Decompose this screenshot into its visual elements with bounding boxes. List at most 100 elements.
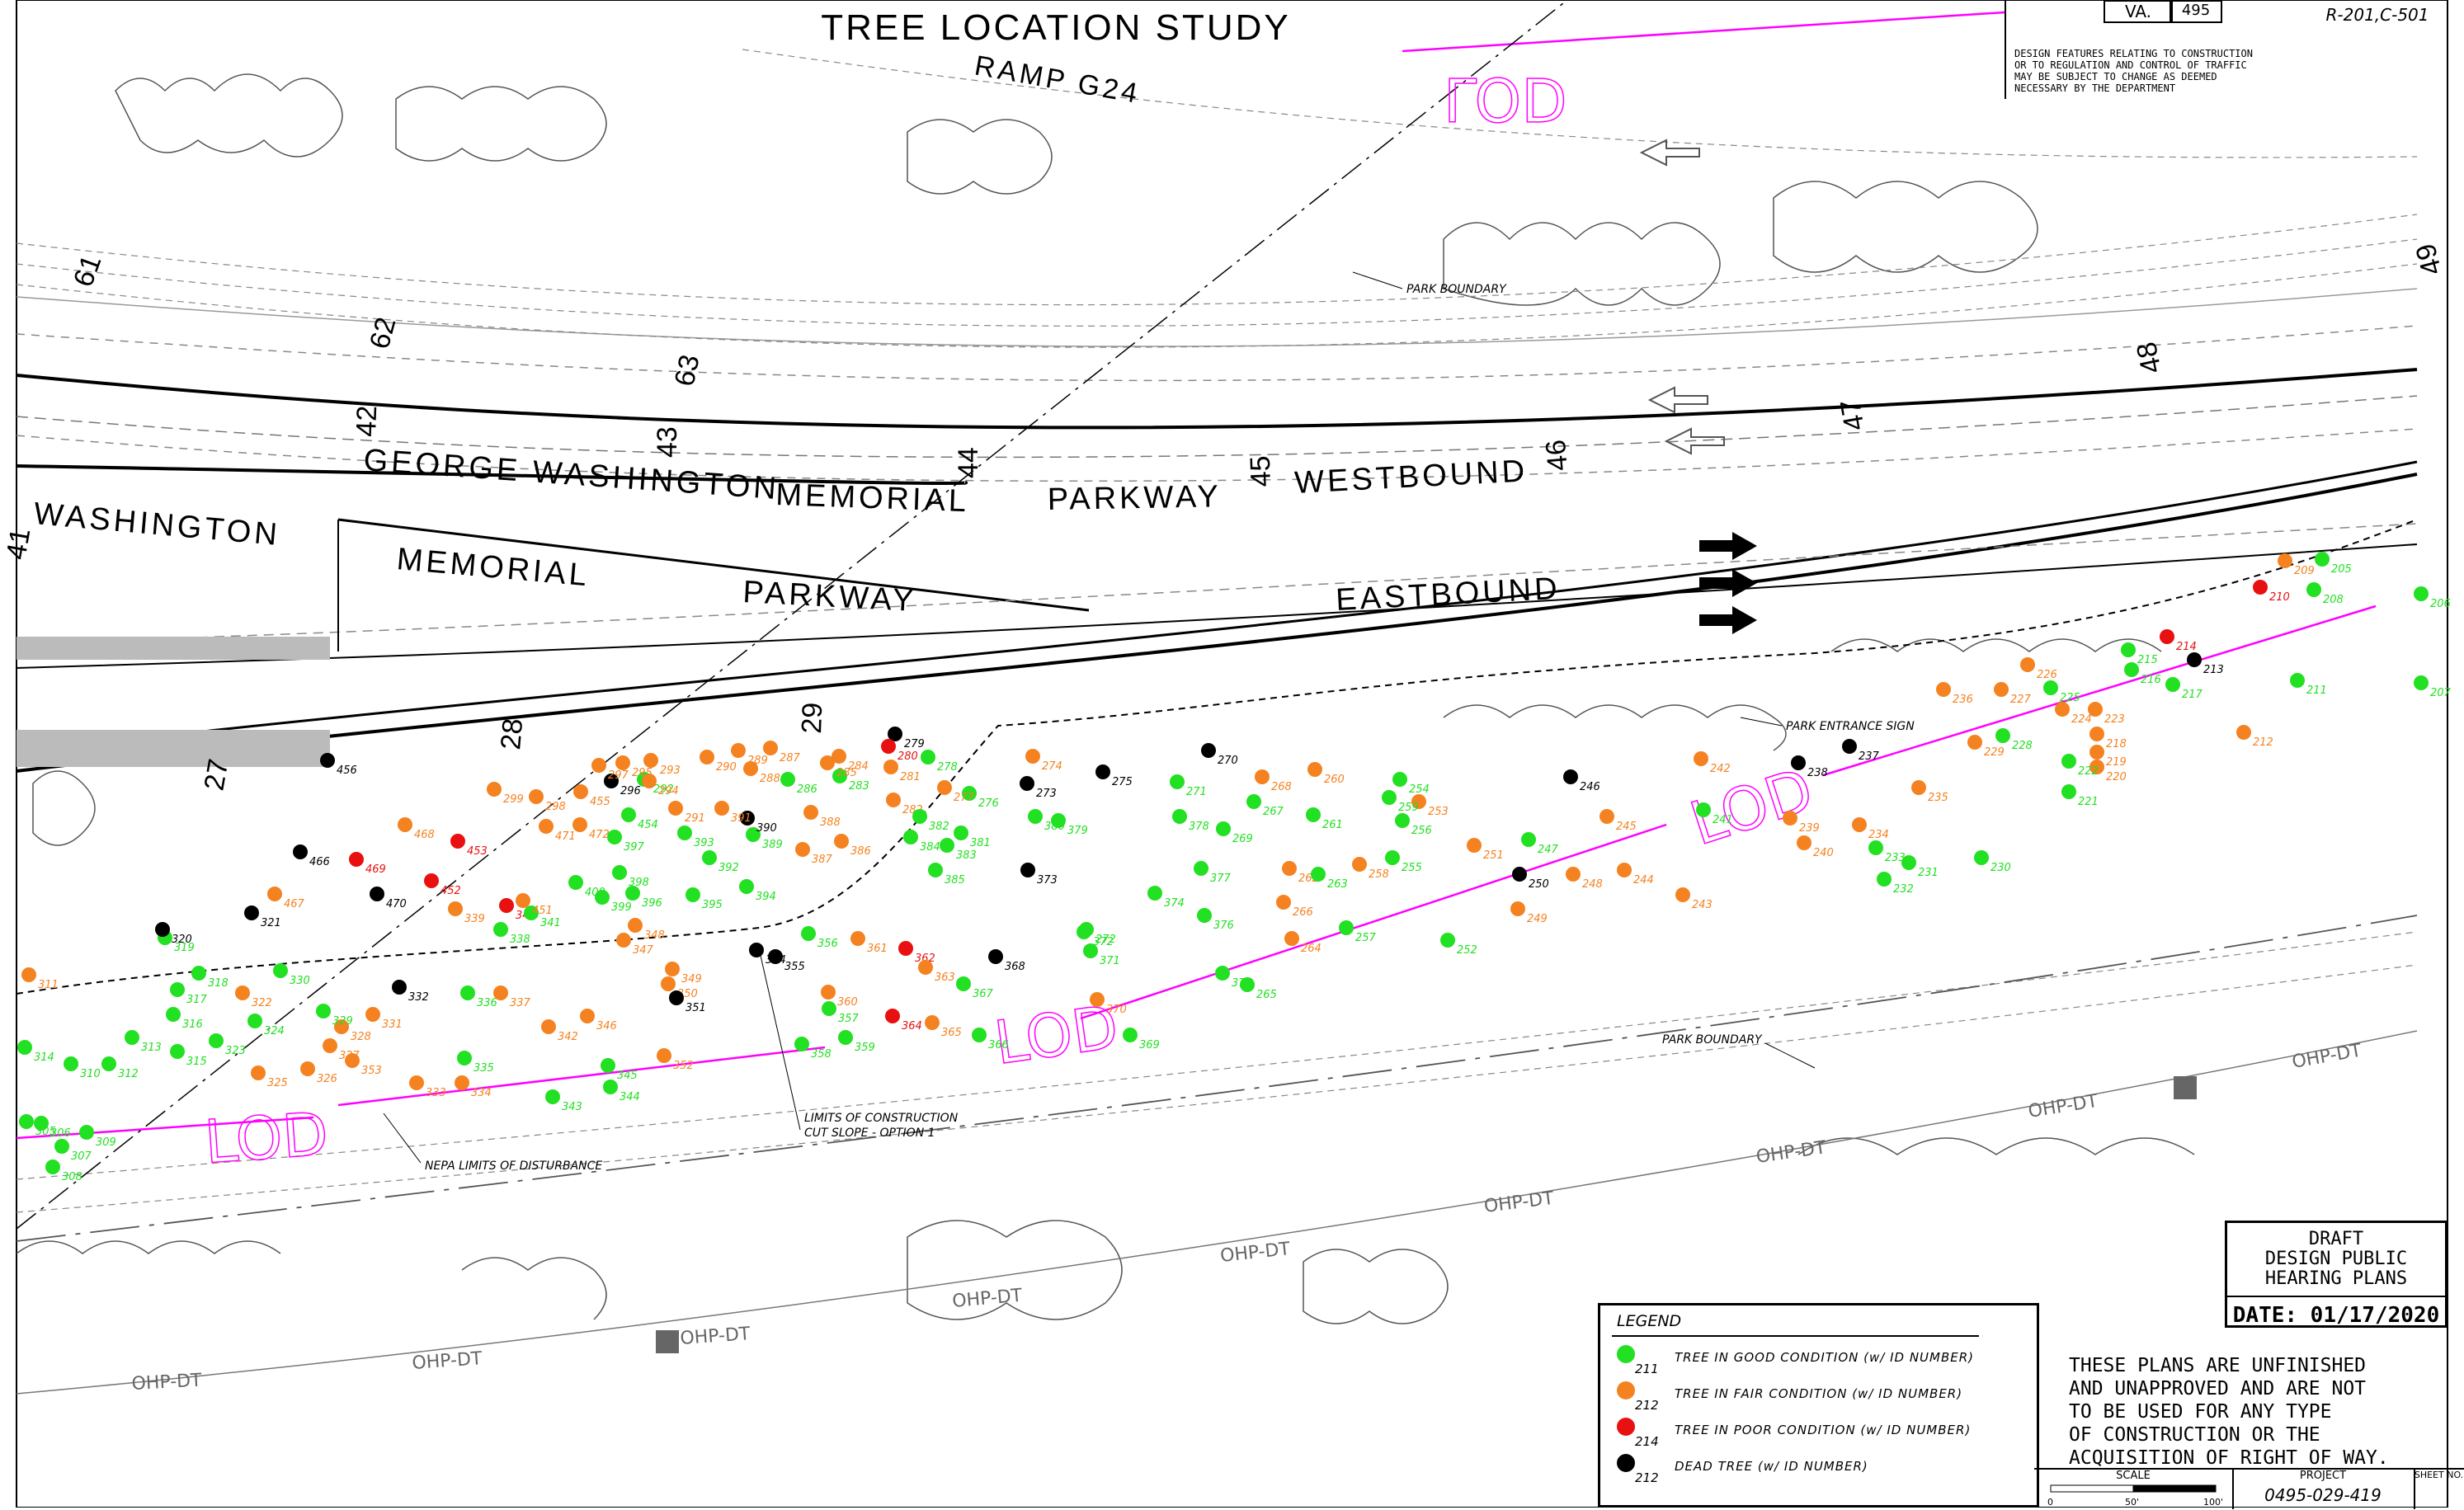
tree-marker-332: 332 — [392, 980, 429, 1004]
fair-tree-icon — [1307, 762, 1322, 777]
tree-marker-347: 347 — [616, 933, 654, 957]
fair-tree-icon — [1352, 857, 1367, 872]
tree-id-label: 274 — [1042, 760, 1062, 773]
good-tree-icon — [2315, 552, 2330, 567]
station-45: 45 — [1245, 455, 1277, 487]
tree-marker-359: 359 — [838, 1030, 875, 1054]
good-tree-icon — [2414, 675, 2429, 690]
fair-tree-icon — [2088, 702, 2103, 717]
fair-tree-icon — [643, 753, 658, 768]
tree-id-label: 391 — [731, 812, 751, 825]
tree-marker-265: 265 — [1240, 977, 1277, 1001]
good-tree-icon — [954, 826, 968, 840]
good-tree-icon — [912, 809, 927, 824]
fair-tree-icon — [1994, 682, 2009, 697]
tree-marker-294: 294 — [642, 774, 679, 797]
tree-id-label: 315 — [186, 1056, 207, 1068]
fair-tree-icon — [743, 761, 758, 776]
tree-id-label: 232 — [1893, 883, 1914, 896]
station-42: 42 — [351, 405, 383, 437]
tree-id-label: 224 — [2071, 713, 2092, 726]
tree-id-label: 322 — [252, 997, 272, 1009]
tree-marker-365: 365 — [925, 1015, 962, 1039]
tree-id-label: 286 — [797, 783, 817, 796]
good-tree-icon — [702, 850, 717, 865]
poor-tree-icon — [2253, 580, 2268, 595]
tree-marker-323: 323 — [209, 1033, 246, 1057]
tree-marker-389: 389 — [746, 827, 783, 851]
good-tree-icon — [191, 966, 206, 981]
tree-id-label: 343 — [562, 1101, 582, 1113]
fair-tree-icon — [1694, 751, 1708, 766]
tree-id-label: 236 — [1953, 694, 1973, 706]
tree-id-label: 335 — [473, 1062, 494, 1075]
legend-label: DEAD TREE (w/ ID NUMBER) — [1675, 1459, 1868, 1474]
good-tree-icon — [607, 830, 622, 844]
tree-id-label: 466 — [309, 856, 330, 868]
tree-id-label: 471 — [555, 830, 576, 843]
tree-id-label: 326 — [317, 1073, 337, 1085]
tree-marker-397: 397 — [607, 830, 645, 854]
tree-id-label: 338 — [510, 934, 530, 946]
good-tree-icon — [921, 750, 935, 764]
tree-id-label: 397 — [624, 841, 645, 854]
tree-marker-352: 352 — [657, 1048, 694, 1072]
good-tree-icon — [170, 982, 185, 997]
sheet-number-box: SHEET NO. — [2414, 1470, 2464, 1480]
fair-tree-icon — [2089, 727, 2104, 741]
tree-id-label: 270 — [1218, 755, 1238, 767]
good-tree-icon — [612, 865, 627, 880]
tree-id-label: 467 — [284, 898, 305, 910]
tree-id-label: 246 — [1580, 781, 1600, 793]
fair-tree-icon — [573, 784, 588, 799]
limits-of-construction-line — [16, 519, 2418, 995]
tree-id-label: 372 — [1093, 936, 1114, 948]
tree-marker-261: 261 — [1306, 807, 1343, 831]
fair-tree-icon — [398, 817, 412, 832]
tree-marker-378: 378 — [1172, 809, 1209, 833]
station-41: 41 — [0, 526, 36, 562]
good-tree-icon — [170, 1044, 185, 1059]
tree-id-label: 294 — [658, 785, 679, 797]
tree-marker-384: 384 — [903, 830, 940, 854]
tree-id-label: 212 — [2253, 736, 2273, 749]
tree-id-label: 239 — [1799, 822, 1820, 835]
tree-marker-322: 322 — [235, 985, 272, 1009]
draft-line-2: DESIGN PUBLIC — [2264, 1249, 2408, 1269]
good-tree-icon — [1051, 813, 1066, 828]
ohp-label-4: OHP-DT — [951, 1286, 1023, 1312]
tree-marker-214: 214 — [2160, 629, 2197, 653]
tree-id-label: 242 — [1710, 763, 1731, 775]
tree-id-label: 276 — [978, 797, 999, 810]
tree-marker-216: 216 — [2124, 662, 2161, 686]
tree-marker-368: 368 — [988, 949, 1025, 973]
tree-marker-376: 376 — [1197, 908, 1234, 932]
ramp-label: RAMP G24 — [973, 49, 1143, 110]
tree-id-label: 363 — [935, 971, 955, 984]
ohp-label-7: OHP-DT — [1755, 1137, 1827, 1168]
tree-marker-271: 271 — [1170, 774, 1207, 798]
tree-id-label: 371 — [1100, 955, 1120, 967]
tree-id-label: 269 — [1232, 833, 1253, 845]
tree-marker-293: 293 — [643, 753, 681, 777]
tree-id-label: 245 — [1616, 821, 1637, 833]
tree-id-label: 308 — [62, 1171, 82, 1183]
tree-id-label: 370 — [1106, 1004, 1127, 1016]
tree-id-label: 225 — [2060, 692, 2080, 704]
nepa-label: NEPA LIMITS OF DISTURBANCE — [425, 1160, 602, 1173]
station-48: 48 — [2131, 339, 2168, 376]
tree-id-label: 266 — [1293, 906, 1313, 919]
legend-item-dead: 212 DEAD TREE (w/ ID NUMBER) — [1617, 1454, 2029, 1487]
fair-tree-icon — [883, 760, 898, 774]
dead-tree-icon — [1512, 867, 1527, 882]
good-tree-icon — [1083, 943, 1098, 958]
tree-marker-238: 238 — [1791, 755, 1828, 779]
tree-marker-237: 237 — [1842, 739, 1880, 763]
tree-id-label: 257 — [1355, 932, 1377, 944]
fair-tree-icon — [572, 817, 587, 832]
tree-id-label: 241 — [1713, 814, 1733, 826]
good-tree-icon — [903, 830, 918, 844]
tree-marker-281: 281 — [883, 760, 921, 783]
fair-tree-icon — [2089, 745, 2104, 760]
tree-marker-375: 375 — [1215, 966, 1252, 990]
